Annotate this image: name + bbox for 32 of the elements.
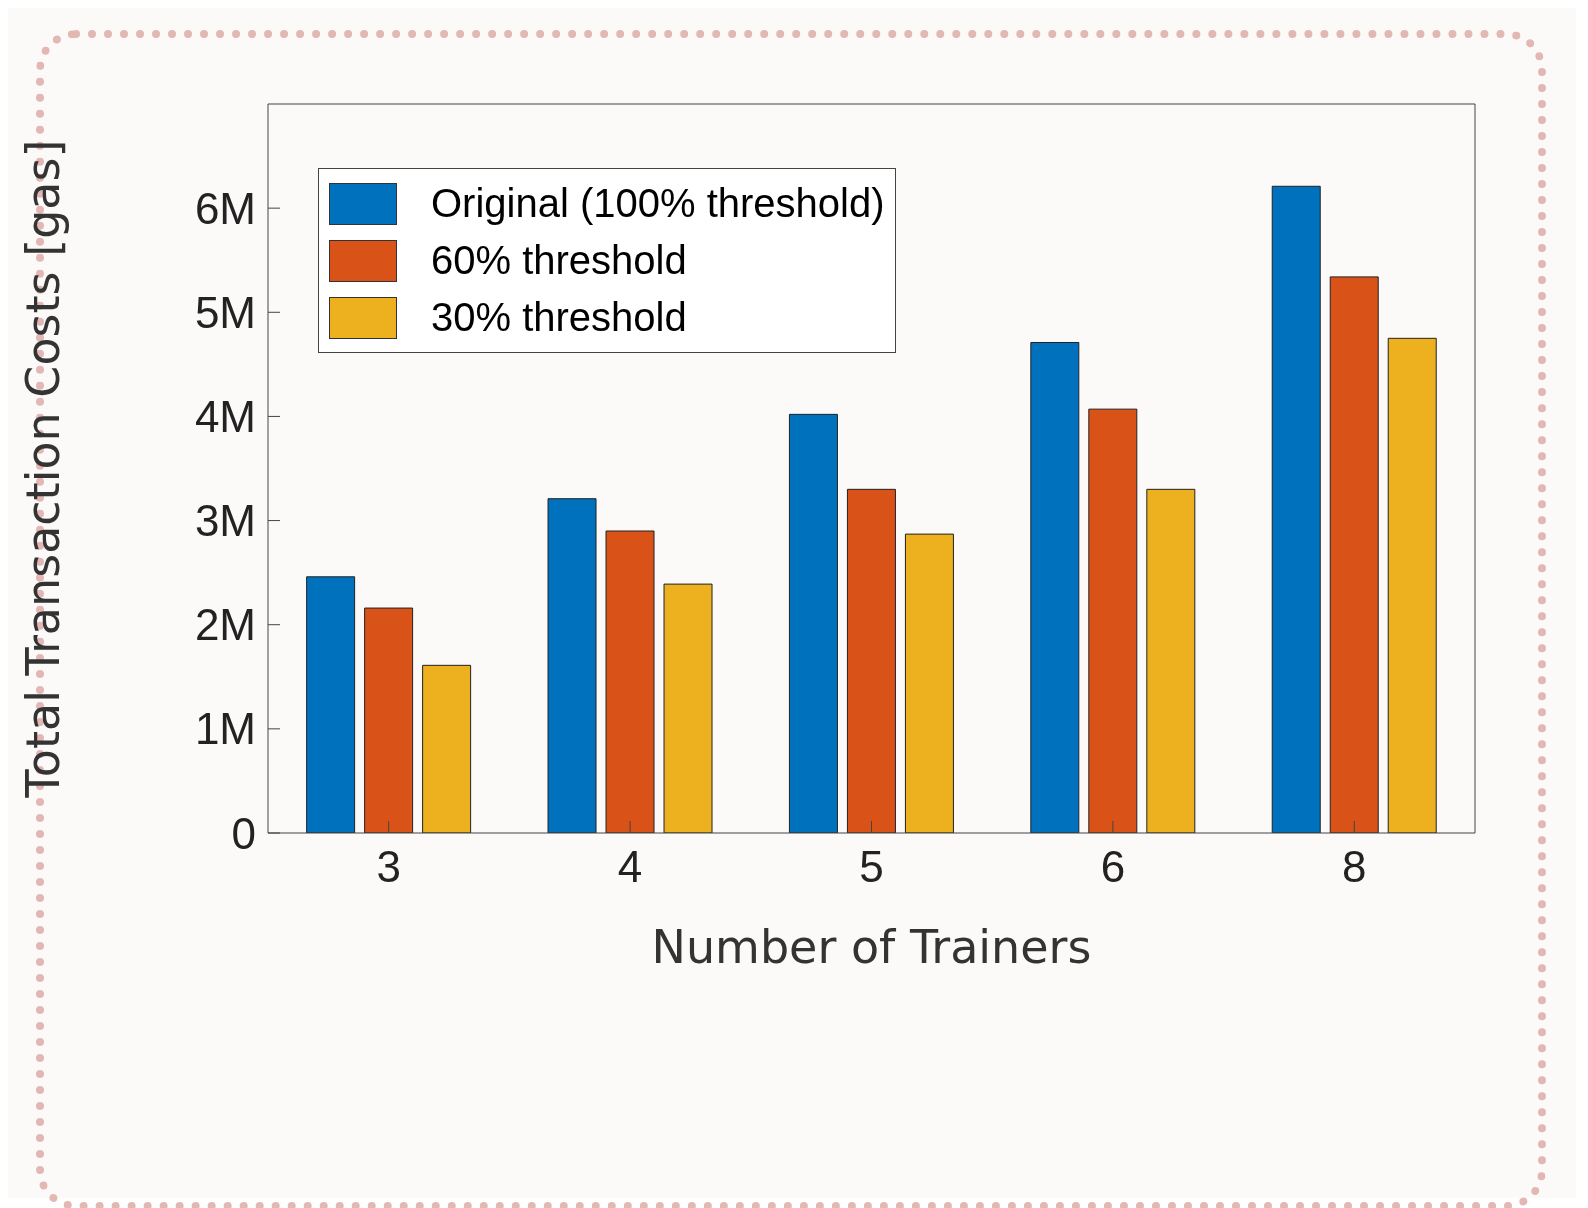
- x-axis-title: Number of Trainers: [651, 920, 1092, 974]
- bar: [547, 498, 597, 833]
- legend-label: 60% threshold: [431, 238, 687, 283]
- x-tick-label: 4: [617, 842, 643, 892]
- bar: [306, 576, 356, 833]
- bar: [1271, 185, 1321, 833]
- x-tick-label: 5: [859, 842, 884, 892]
- y-tick-label: 6M: [194, 183, 256, 233]
- legend-label: Original (100% threshold): [431, 181, 885, 226]
- bar: [904, 533, 954, 833]
- x-tick-label: 3: [376, 842, 401, 892]
- y-tick-label: 1M: [194, 704, 256, 754]
- y-tick-label: 2M: [194, 600, 256, 650]
- y-tick-label: 4M: [194, 392, 256, 442]
- bar: [788, 413, 838, 833]
- bar: [663, 583, 713, 833]
- bar: [846, 488, 896, 833]
- bar: [1387, 337, 1437, 833]
- y-tick-label: 0: [231, 808, 256, 858]
- bar: [1030, 341, 1080, 833]
- y-tick-label: 5M: [194, 287, 256, 337]
- bar: [1146, 488, 1196, 833]
- bar: [422, 664, 472, 833]
- y-axis-title: Total Transaction Costs [gas]: [16, 139, 71, 799]
- bar: [1329, 276, 1379, 833]
- x-tick-label: 6: [1100, 842, 1126, 892]
- bar: [605, 530, 655, 833]
- legend-label: 30% threshold: [431, 295, 687, 340]
- bar: [364, 607, 414, 833]
- x-tick-label: 8: [1342, 842, 1367, 892]
- bar: [1088, 408, 1138, 833]
- y-tick-label: 3M: [194, 496, 256, 546]
